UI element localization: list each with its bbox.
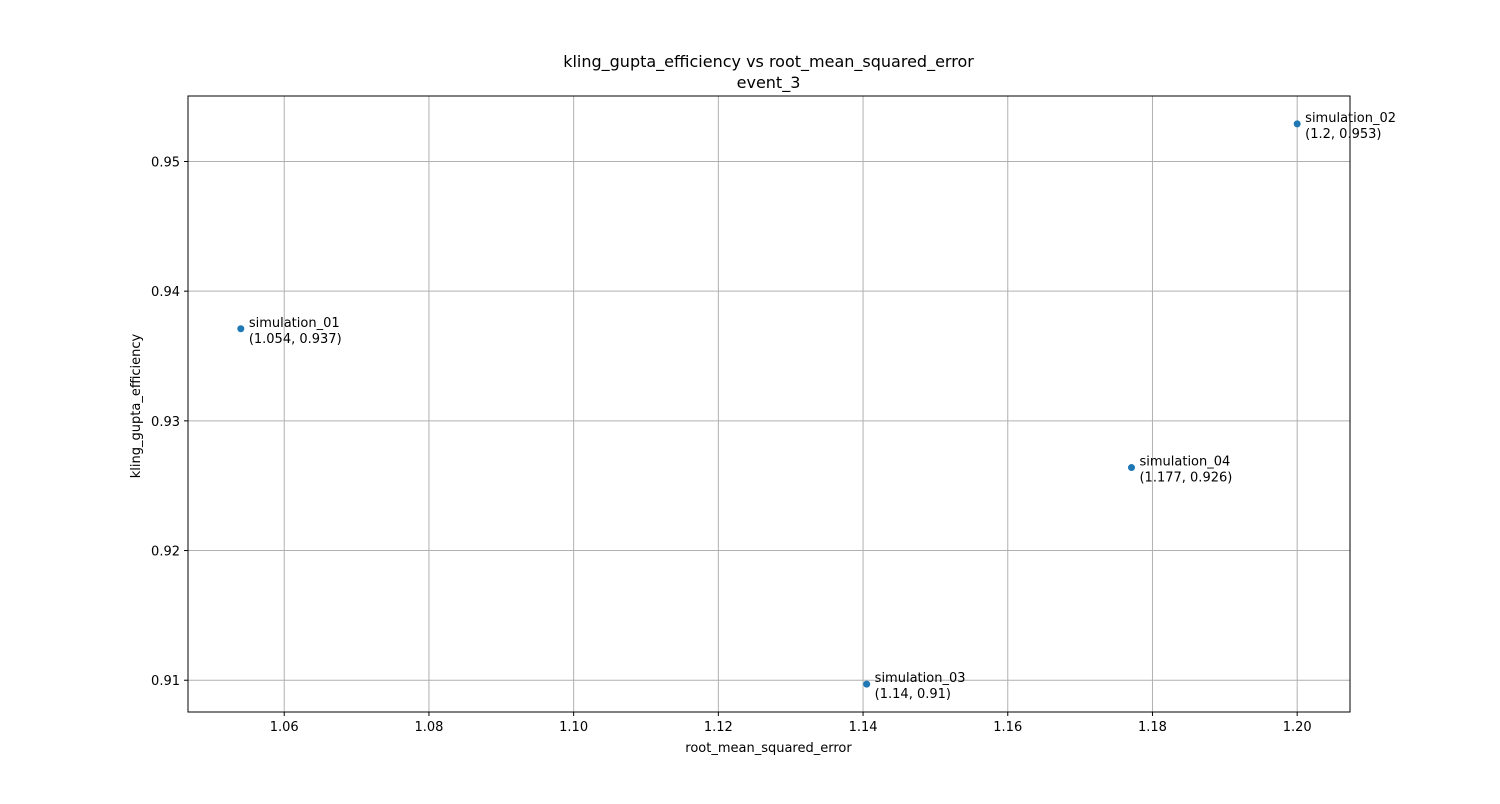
chart-subtitle: event_3: [737, 73, 801, 93]
x-tick-label: 1.20: [1283, 720, 1312, 735]
x-tick-label: 1.06: [270, 720, 299, 735]
point-coord-label: (1.14, 0.91): [875, 687, 951, 702]
y-tick-label: 0.92: [151, 545, 180, 560]
chart-title: kling_gupta_efficiency vs root_mean_squa…: [563, 52, 974, 72]
x-tick-label: 1.08: [414, 720, 443, 735]
point-coord-label: (1.2, 0.953): [1305, 127, 1381, 142]
ticks-layer: 1.06 1.08 1.10 1.12 1.14 1.16 1.18 1.20 0.91 0.92…: [151, 155, 1312, 735]
x-tick-label: 1.14: [849, 720, 878, 735]
point-coord-label: (1.177, 0.926): [1139, 471, 1232, 486]
x-tick-label: 1.16: [993, 720, 1022, 735]
scatter-point: [863, 680, 871, 688]
x-tick-label: 1.10: [559, 720, 588, 735]
point-name-label: simulation_03: [875, 671, 966, 686]
scatter-point: [1293, 120, 1301, 128]
points-layer: simulation_01(1.054, 0.937) simulation_02…: [237, 111, 1396, 702]
x-tick-label: 1.12: [704, 720, 733, 735]
point-name-label: simulation_02: [1305, 111, 1396, 126]
point-coord-label: (1.054, 0.937): [249, 332, 342, 347]
y-tick-label: 0.95: [151, 155, 180, 170]
scatter-point: [237, 325, 245, 333]
point-name-label: simulation_04: [1139, 455, 1230, 470]
y-tick-label: 0.94: [151, 285, 180, 300]
y-tick-label: 0.91: [151, 674, 180, 689]
y-tick-label: 0.93: [151, 415, 180, 430]
grid-layer: [188, 96, 1350, 712]
frame-layer: [187, 95, 1351, 713]
scatter-point: [1127, 464, 1135, 472]
point-name-label: simulation_01: [249, 316, 340, 331]
y-axis-label: kling_gupta_efficiency: [129, 333, 144, 478]
plot-frame: [187, 95, 1351, 713]
x-tick-label: 1.18: [1138, 720, 1167, 735]
x-axis-label: root_mean_squared_error: [685, 741, 852, 756]
